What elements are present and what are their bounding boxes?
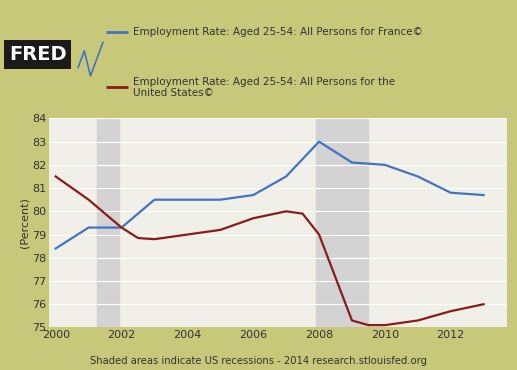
Y-axis label: (Percent): (Percent) — [19, 198, 29, 248]
Text: Employment Rate: Aged 25-54: All Persons for the
United States©: Employment Rate: Aged 25-54: All Persons… — [132, 77, 394, 98]
Text: FRED: FRED — [9, 45, 66, 64]
Bar — [316, 118, 369, 327]
Bar — [97, 118, 119, 327]
Text: Shaded areas indicate US recessions - 2014 research.stlouisfed.org: Shaded areas indicate US recessions - 20… — [90, 356, 427, 366]
Text: Employment Rate: Aged 25-54: All Persons for France©: Employment Rate: Aged 25-54: All Persons… — [132, 27, 422, 37]
